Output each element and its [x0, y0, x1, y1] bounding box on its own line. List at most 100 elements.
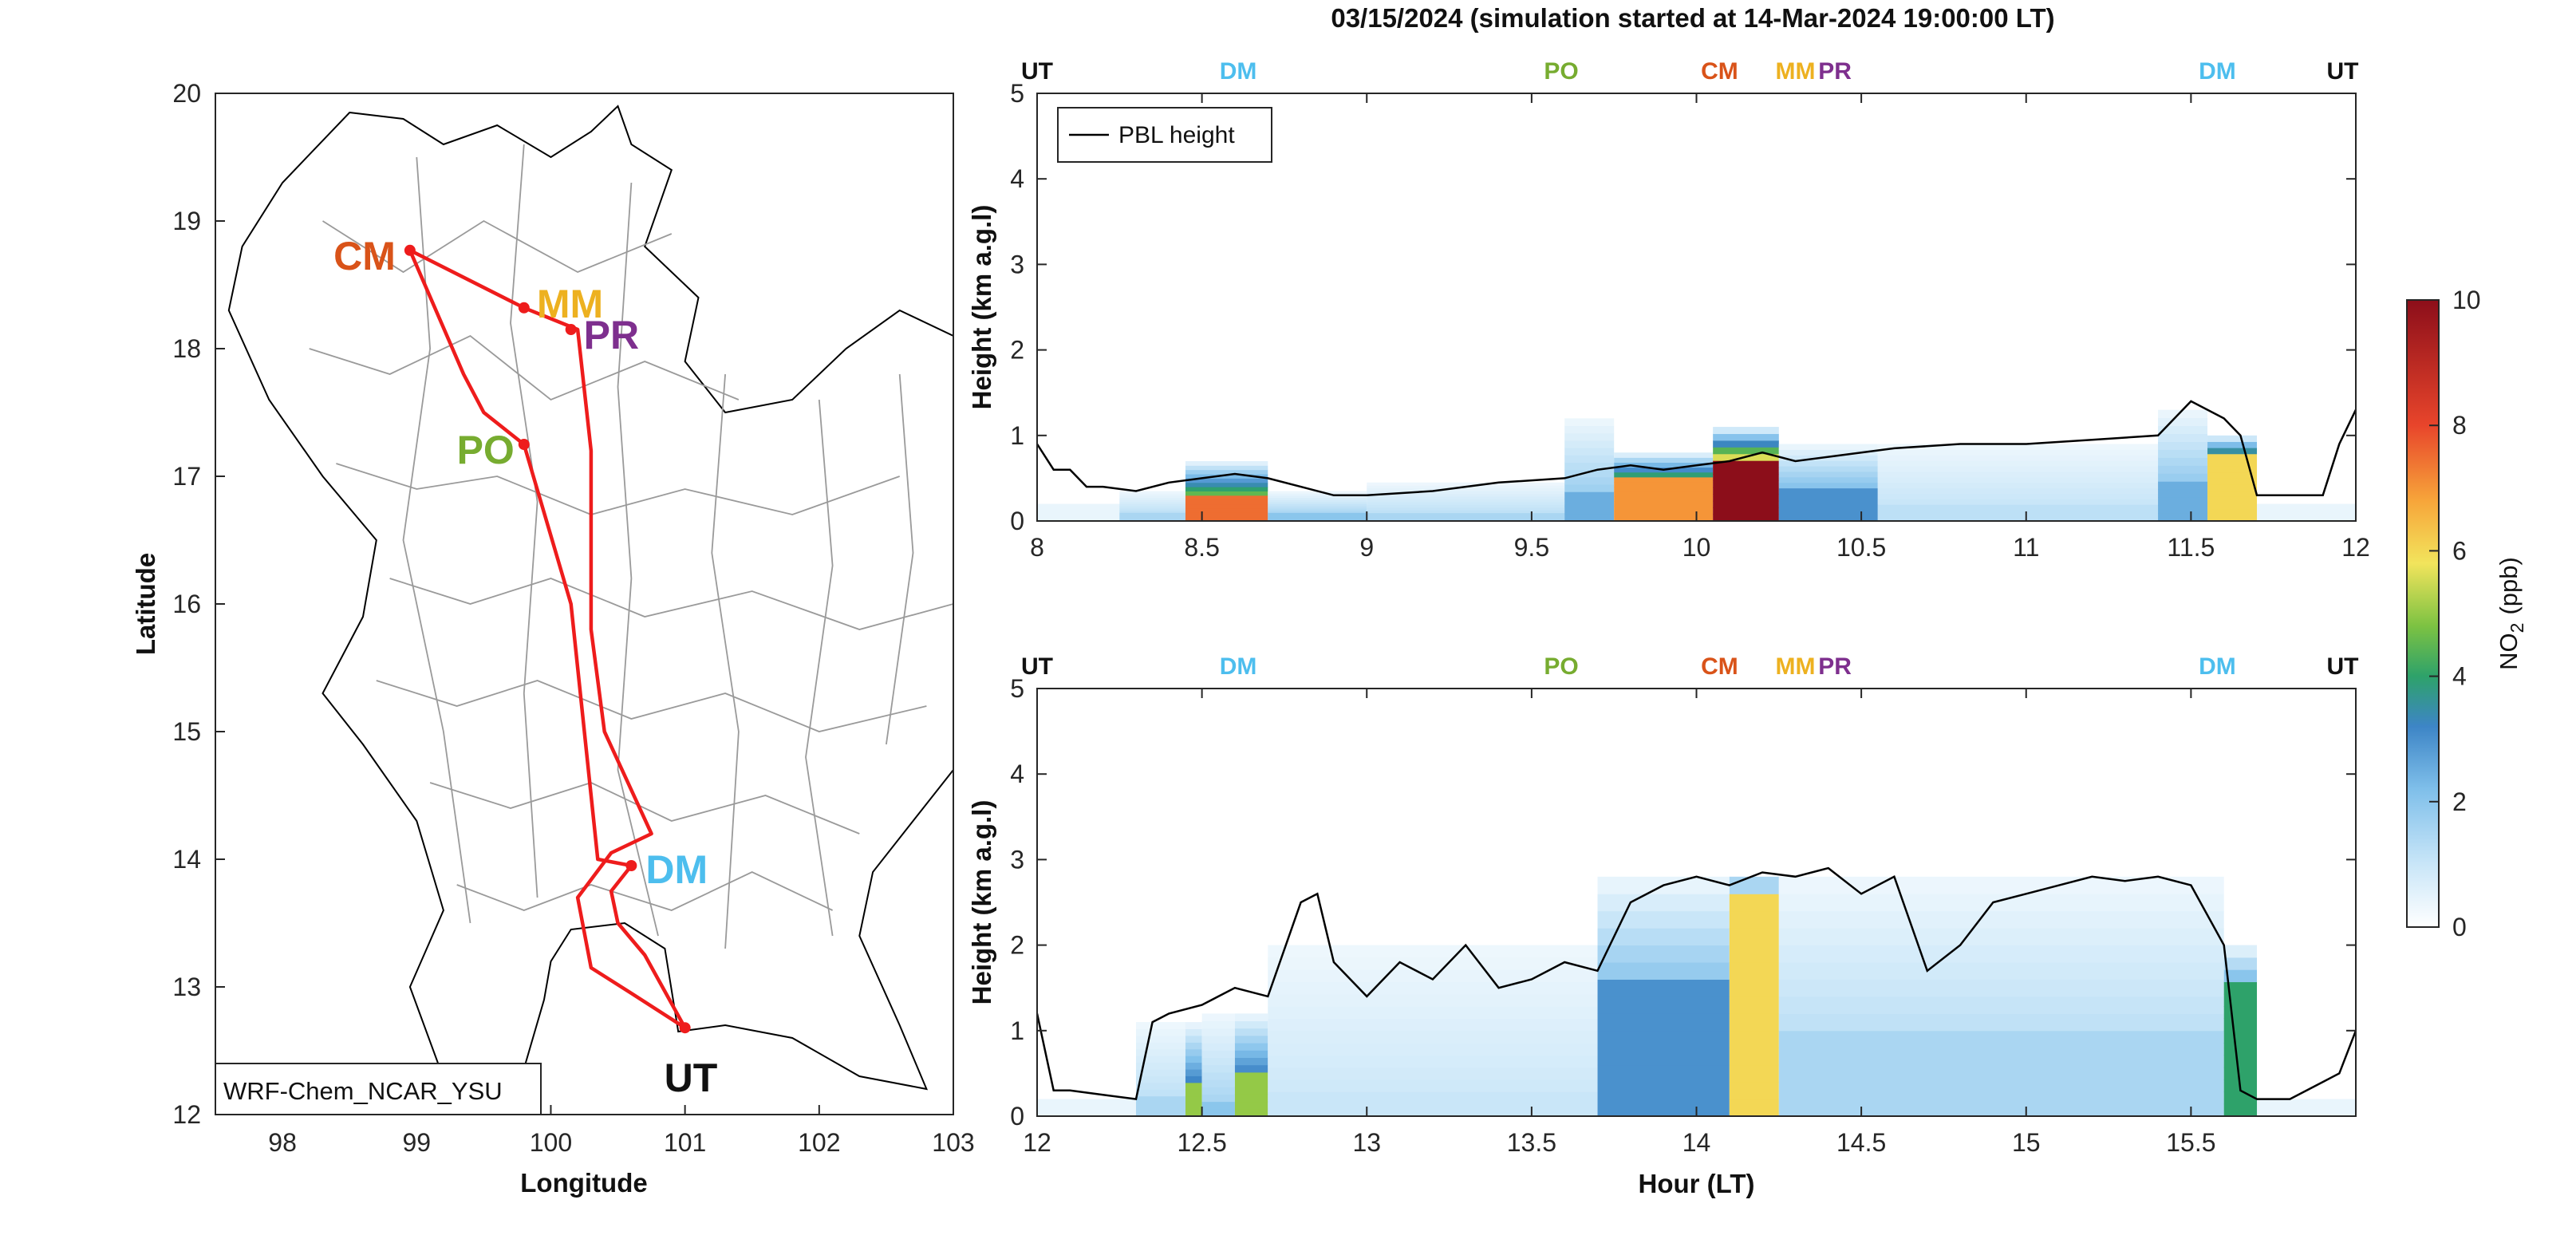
no2-cell [2207, 496, 2258, 503]
no2-cell [1729, 928, 1779, 946]
site-label-cm: CM [333, 234, 396, 278]
colorbar-label: NO2 (ppb) [2495, 557, 2527, 670]
no2-cell [1778, 499, 1878, 505]
site-label-pr: PR [584, 313, 639, 357]
no2-cell [1185, 1069, 1202, 1076]
no2-cell [1268, 1043, 1598, 1056]
site-time-label-mm: MM [1775, 58, 1815, 85]
no2-cell [1597, 928, 1730, 946]
colorbar-tick-label: 0 [2452, 913, 2467, 941]
no2-cell [1367, 491, 1565, 495]
site-time-label-ut: UT [2326, 653, 2358, 680]
site-label-mm: MM [537, 282, 603, 326]
no2-cell [1268, 506, 1367, 509]
no2-cell [1367, 493, 1565, 497]
no2-cell [1778, 1030, 2224, 1048]
no2-cell [1729, 1099, 1779, 1116]
no2-cell [1614, 491, 1714, 497]
no2-cell [1119, 499, 1185, 503]
map-y-tick-label: 17 [172, 462, 201, 491]
model-label: WRF-Chem_NCAR_YSU [223, 1077, 503, 1105]
no2-cell [1597, 1030, 1730, 1048]
province-boundary-line [456, 871, 833, 911]
no2-cell [1729, 962, 1779, 980]
no2-cell [1778, 482, 1878, 489]
colorbar-label-subscript: 2 [2507, 623, 2527, 633]
no2-cell [1201, 1079, 1235, 1087]
no2-cell [1185, 487, 1268, 491]
no2-cell [1564, 513, 1615, 521]
no2-cell [1877, 493, 2159, 499]
no2-cell [1268, 945, 1598, 958]
no2-cell [1135, 1062, 1185, 1070]
no2-cell [1185, 1109, 1202, 1116]
no2-cell [2207, 466, 2258, 473]
no2-cell [1564, 499, 1615, 507]
no2-cell [1713, 494, 1779, 502]
no2-cell [1778, 1048, 2224, 1066]
no2-cell [1201, 1094, 1235, 1103]
no2-cell [1877, 487, 2159, 495]
no2-cell [2158, 441, 2208, 450]
no2-cell [1185, 1035, 1202, 1043]
no2-cell [1135, 1069, 1185, 1076]
no2-cell [1201, 1050, 1235, 1058]
y-tick-label: 3 [1010, 845, 1024, 874]
no2-cell [1877, 476, 2159, 483]
no2-cell [1234, 1028, 1268, 1036]
no2-cell [1597, 1013, 1730, 1032]
y-tick-label: 2 [1010, 336, 1024, 365]
no2-cell [1268, 981, 1598, 995]
no2-cell [1119, 512, 1185, 515]
no2-cell [1234, 1013, 1268, 1022]
site-time-label-po: PO [1544, 58, 1578, 85]
no2-cell [1713, 427, 1779, 435]
no2-cell [1713, 447, 1779, 455]
no2-cell [1185, 1042, 1202, 1050]
province-boundary-line [336, 463, 901, 515]
province-boundary-line [309, 334, 740, 401]
no2-cell [1564, 506, 1615, 515]
no2-cell [1778, 1013, 2224, 1032]
province-boundary-line [886, 373, 914, 745]
no2-cell [1614, 472, 1714, 478]
no2-cell [1185, 1082, 1202, 1090]
no2-cell [1201, 1064, 1235, 1073]
no2-cell [1135, 1109, 1185, 1116]
y-tick-label: 2 [1010, 931, 1024, 960]
map-x-axis-label: Longitude [520, 1168, 647, 1198]
no2-cell [1201, 1057, 1235, 1066]
no2-cell [1778, 487, 1878, 495]
no2-cell [1268, 1079, 1598, 1092]
province-boundary-line [805, 399, 834, 937]
no2-cell [1877, 499, 2159, 505]
no2-cell [1729, 910, 1779, 929]
no2-cell [1268, 499, 1367, 503]
site-marker-po [518, 439, 530, 450]
no2-cell [1614, 476, 1714, 483]
map-y-tick-label: 14 [172, 845, 201, 874]
no2-cell [1597, 894, 1730, 912]
no2-cell [1597, 979, 1730, 997]
no2-cell [1778, 444, 1878, 450]
no2-cell [1713, 514, 1779, 521]
no2-cell [1778, 1099, 2224, 1116]
no2-cell [1201, 1087, 1235, 1095]
no2-cell [1185, 503, 1268, 509]
no2-cell [1597, 1048, 1730, 1066]
no2-cell [1778, 945, 2224, 963]
no2-cell [1564, 418, 1615, 427]
no2-cell [1268, 503, 1367, 507]
site-time-label-ut: UT [2326, 58, 2358, 85]
no2-cell [1268, 1006, 1598, 1019]
no2-cell [1713, 433, 1779, 441]
x-tick-label: 13.5 [1507, 1128, 1556, 1157]
no2-cell [1367, 482, 1565, 486]
no2-cell [1729, 996, 1779, 1014]
no2-cell [1367, 495, 1565, 499]
no2-cell [1119, 510, 1185, 513]
colorbar-tick-label: 8 [2452, 411, 2467, 440]
no2-cell [1713, 480, 1779, 488]
